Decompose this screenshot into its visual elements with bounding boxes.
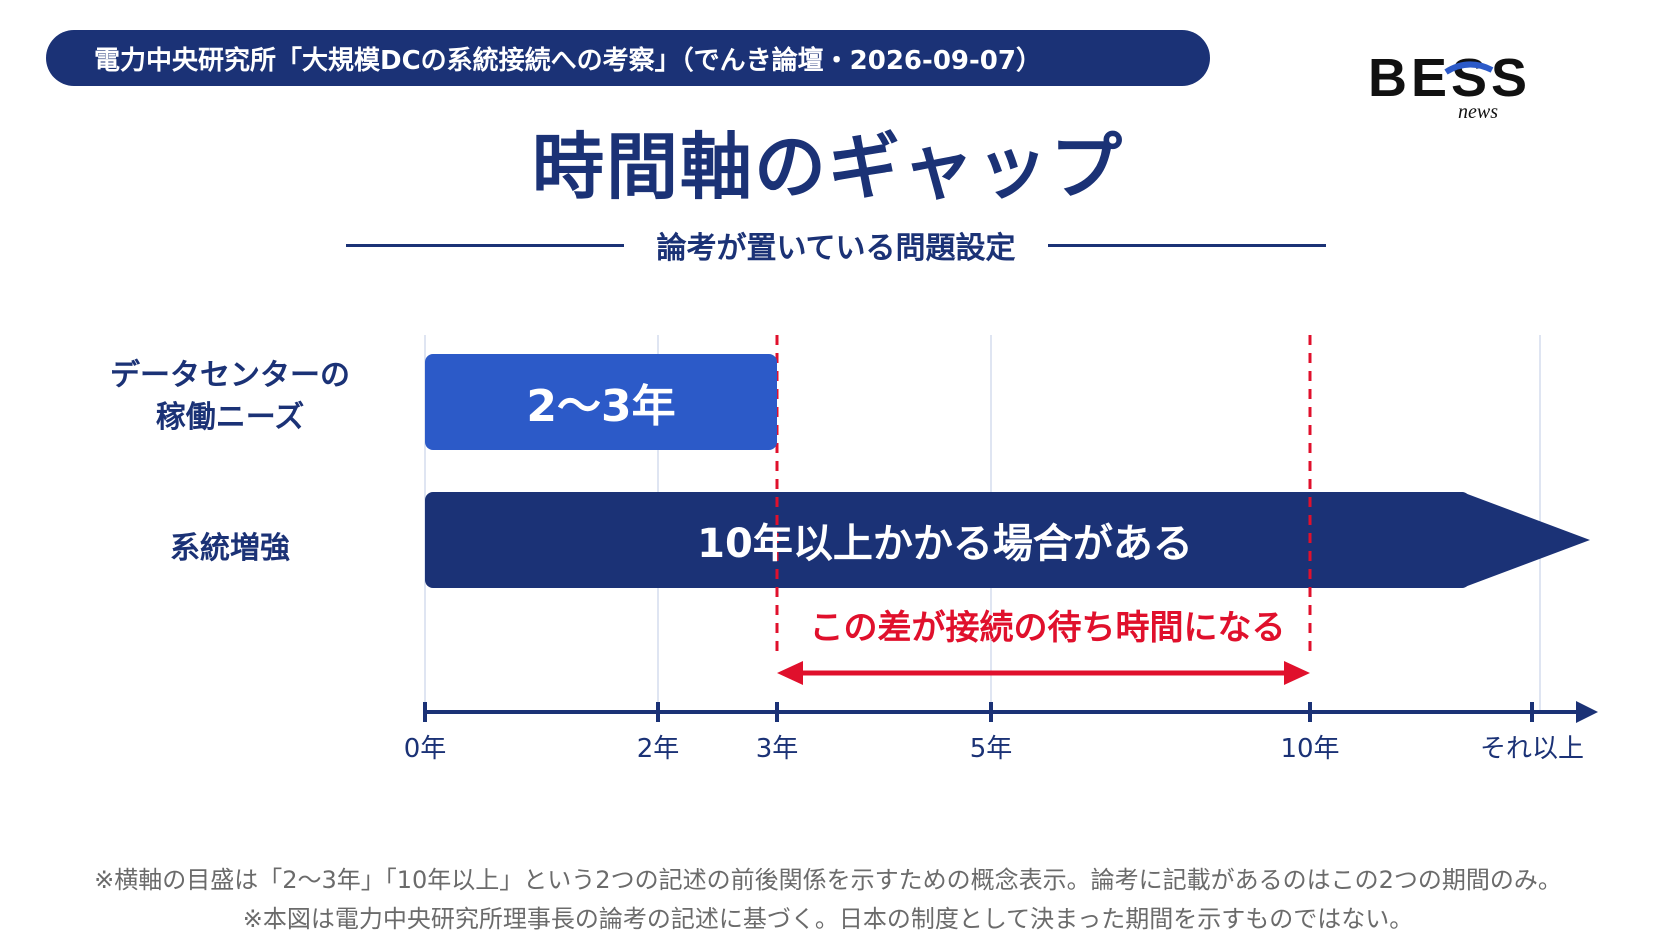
row-label-grid-line1: 系統増強 [170,531,290,566]
row-label-grid: 系統増強 [90,528,370,570]
gap-label: この差が接続の待ち時間になる [809,608,1286,648]
short-bar: 2〜3年 [425,354,777,450]
footnote-1: ※横軸の目盛は「2〜3年」「10年以上」という2つの記述の前後関係を示すための概… [94,866,1562,894]
gap-arrow-left [777,661,803,685]
row-label-dc: データセンターの 稼働ニーズ [90,355,370,439]
logo-sub: news [1458,101,1498,123]
source-text: 電力中央研究所「大規模DCの系統接続への考察」（でんき論壇・2026-09-07… [94,45,1042,76]
tick-label-3: 3年 [755,734,799,764]
long-bar [425,492,1470,588]
footnote-2: ※本図は電力中央研究所理事長の論考の記述に基づく。日本の制度として決まった期間を… [242,905,1414,933]
long-bar-arrowhead [1462,492,1590,588]
tick-label-5: 5年 [969,734,1013,764]
row-label-dc-line2: 稼働ニーズ [155,400,305,435]
source-banner: 電力中央研究所「大規模DCの系統接続への考察」（でんき論壇・2026-09-07… [46,30,1210,86]
short-bar-text: 2〜3年 [526,381,676,432]
long-bar-text: 10年以上かかる場合がある [697,521,1193,567]
tick-label-0: 0年 [403,734,447,764]
long-bar-label: 10年以上かかる場合がある [425,492,1465,588]
subtitle-row: 論考が置いている問題設定 [346,222,1327,268]
tick-label-more: それ以上 [1479,734,1585,764]
row-label-dc-line1: データセンターの [110,358,350,393]
subtitle-rule-left [346,243,625,247]
main-title: 時間軸のギャップ [531,125,1124,209]
subtitle: 論考が置いている問題設定 [656,231,1016,266]
logo-text: BESS [1368,50,1531,108]
x-axis-arrow [1576,701,1598,723]
subtitle-rule-right [1047,243,1327,247]
gap-arrow-right [1284,661,1310,685]
bess-news-logo: BESS news [1368,50,1531,123]
tick-label-2: 2年 [636,734,680,764]
tick-label-10: 10年 [1280,734,1340,764]
